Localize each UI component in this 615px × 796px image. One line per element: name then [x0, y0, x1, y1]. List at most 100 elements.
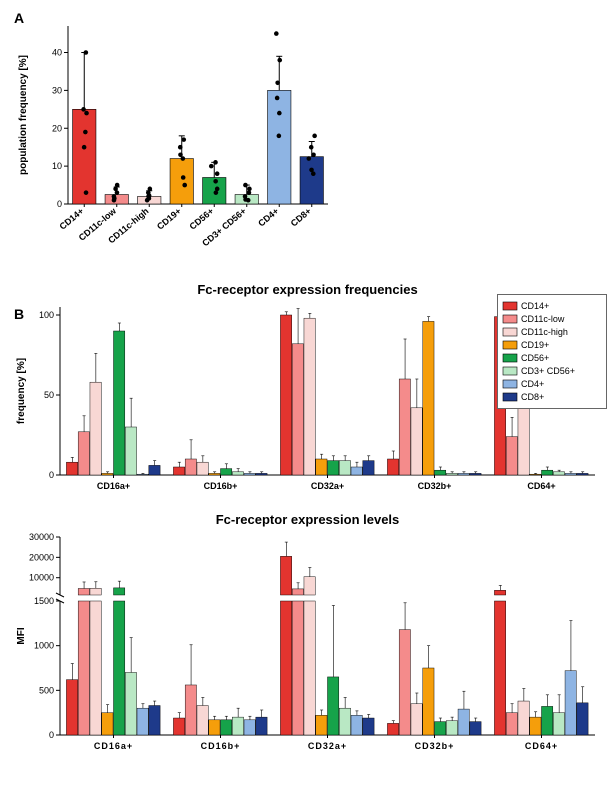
bar	[197, 462, 208, 475]
svg-text:CD8+: CD8+	[289, 206, 313, 229]
bar-CD14+	[73, 109, 96, 204]
bar	[137, 474, 148, 475]
bar	[435, 470, 446, 475]
bar	[114, 331, 125, 475]
svg-text:CD32a+: CD32a+	[308, 741, 347, 751]
svg-text:30: 30	[52, 85, 62, 95]
svg-text:CD64+: CD64+	[525, 741, 558, 751]
bar	[256, 473, 267, 475]
bar	[458, 473, 469, 475]
legend-swatch	[503, 302, 517, 310]
bar	[304, 318, 315, 475]
bar	[542, 470, 553, 475]
svg-text:CD4+: CD4+	[256, 206, 280, 229]
bar	[351, 467, 362, 475]
group-label: CD32a+	[311, 481, 344, 491]
svg-text:0: 0	[49, 730, 54, 740]
bar	[363, 461, 374, 475]
legend-label: CD3+ CD56+	[521, 366, 575, 376]
legend-swatch	[503, 341, 517, 349]
group-label: CD32b+	[418, 481, 452, 491]
bar	[66, 462, 77, 475]
bar	[553, 472, 564, 475]
svg-text:CD16b+: CD16b+	[201, 741, 241, 751]
bar	[221, 469, 232, 475]
bar-CD11c-low	[105, 195, 128, 204]
svg-text:20000: 20000	[29, 552, 54, 562]
bar	[316, 459, 327, 475]
legend-label: CD11c-low	[521, 314, 565, 324]
bar	[78, 432, 89, 475]
bar	[446, 473, 457, 475]
panel-b: B CD14+ CD11c-low CD11c-high CD19+ CD56+ CD3+…	[8, 282, 607, 762]
legend-label: CD19+	[521, 340, 549, 350]
svg-text:CD16a+: CD16a+	[94, 741, 133, 751]
bar	[387, 459, 398, 475]
bar	[125, 427, 136, 475]
svg-text:1500: 1500	[34, 596, 54, 606]
group-label: CD16a+	[97, 481, 130, 491]
legend-swatch	[503, 328, 517, 336]
bar	[470, 473, 481, 475]
svg-text:20: 20	[52, 123, 62, 133]
panel-b-label: B	[14, 306, 24, 322]
bar	[280, 315, 291, 475]
panel-a: A 0 10 20 30 40 population frequency [%] CD14+…	[8, 8, 607, 278]
bar	[577, 473, 588, 475]
svg-text:10000: 10000	[29, 573, 54, 583]
bar-CD4+	[268, 90, 291, 204]
svg-text:CD19+: CD19+	[155, 206, 183, 232]
svg-text:0: 0	[57, 199, 62, 209]
legend-swatch	[503, 315, 517, 323]
svg-text:CD56+: CD56+	[187, 206, 215, 232]
svg-text:frequency [%]: frequency [%]	[16, 358, 27, 424]
legend-swatch	[503, 367, 517, 375]
panel-a-chart: 0 10 20 30 40 population frequency [%] CD14+ CD…	[8, 8, 607, 278]
bar	[209, 473, 220, 475]
bar	[185, 459, 196, 475]
bar-CD8+	[300, 157, 323, 204]
svg-text:CD32b+: CD32b+	[415, 741, 455, 751]
bar	[90, 382, 101, 475]
legend-label: CD4+	[521, 379, 544, 389]
svg-text:40: 40	[52, 48, 62, 58]
svg-text:CD14+: CD14+	[57, 206, 85, 232]
bar	[173, 467, 184, 475]
bar	[244, 473, 255, 475]
legend-label: CD56+	[521, 353, 549, 363]
svg-text:MFI: MFI	[16, 627, 27, 644]
mfi-chart: 0 500 1000 1500 10000 20000 30000 MFI CD16a+ CD16…	[8, 529, 607, 759]
legend-swatch	[503, 354, 517, 362]
svg-text:500: 500	[39, 685, 54, 695]
svg-text:1000: 1000	[34, 641, 54, 651]
bar	[399, 379, 410, 475]
svg-text:30000: 30000	[29, 532, 54, 542]
svg-text:50: 50	[44, 390, 54, 400]
bar	[339, 461, 350, 475]
panel-a-label: A	[14, 10, 24, 26]
svg-text:population frequency [%]: population frequency [%]	[18, 55, 29, 175]
legend-label: CD14+	[521, 301, 549, 311]
mfi-title: Fc-receptor expression levels	[8, 512, 607, 527]
bar	[149, 465, 160, 475]
bar	[292, 344, 303, 475]
group-label: CD64+	[527, 481, 555, 491]
svg-text:0: 0	[49, 470, 54, 480]
legend-label: CD8+	[521, 392, 544, 402]
bar	[102, 473, 113, 475]
svg-text:100: 100	[39, 310, 54, 320]
bar	[328, 461, 339, 475]
bar	[506, 437, 517, 475]
bar	[565, 473, 576, 475]
bar	[232, 472, 243, 475]
bar-CD19+	[170, 159, 193, 204]
group-label: CD16b+	[204, 481, 238, 491]
bar	[530, 474, 541, 475]
bar	[411, 408, 422, 475]
legend-label: CD11c-high	[521, 327, 568, 337]
bar	[423, 321, 434, 475]
legend-swatch	[503, 393, 517, 401]
svg-text:10: 10	[52, 161, 62, 171]
legend-swatch	[503, 380, 517, 388]
legend: CD14+ CD11c-low CD11c-high CD19+ CD56+ CD3+ C…	[497, 294, 607, 409]
